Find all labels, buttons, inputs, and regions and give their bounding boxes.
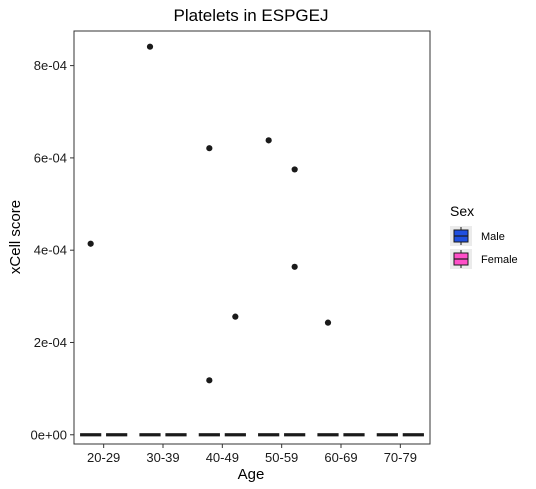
plot-marks [80, 43, 424, 437]
x-tick-label: 40-49 [206, 450, 239, 465]
legend-label: Female [481, 254, 518, 266]
x-axis-title: Age [238, 466, 265, 483]
outlier-point [324, 319, 332, 326]
x-tick-label: 70-79 [384, 450, 417, 465]
x-tick-label: 50-59 [265, 450, 298, 465]
y-tick-label: 8e-04 [34, 58, 67, 73]
outlier-point [232, 313, 239, 320]
y-tick-label: 0e+00 [30, 427, 67, 442]
legend-label: Male [481, 231, 505, 243]
outlier-point [206, 377, 213, 384]
x-tick-label: 60-69 [324, 450, 357, 465]
outlier-point [206, 145, 213, 152]
outlier-point [146, 43, 154, 50]
outlier-point [291, 166, 298, 173]
y-tick-label: 6e-04 [34, 150, 67, 165]
legend-title: Sex [450, 203, 474, 219]
outlier-point [87, 240, 94, 247]
x-tick-label: 20-29 [87, 450, 120, 465]
plot-panel [73, 30, 431, 445]
chart-title: Platelets in ESPGEJ [174, 6, 329, 25]
y-axis-title: xCell score [7, 200, 24, 274]
y-tick-label: 4e-04 [34, 243, 67, 258]
outlier-point [291, 263, 298, 270]
x-tick-label: 30-39 [146, 450, 179, 465]
axes: 0e+00 2e-04 4e-04 6e-04 8e-04 20-29 30-39 40-49… [30, 58, 416, 465]
legend: Sex Male Female [450, 203, 518, 269]
y-tick-label: 2e-04 [34, 335, 67, 350]
outlier-point [265, 137, 272, 144]
